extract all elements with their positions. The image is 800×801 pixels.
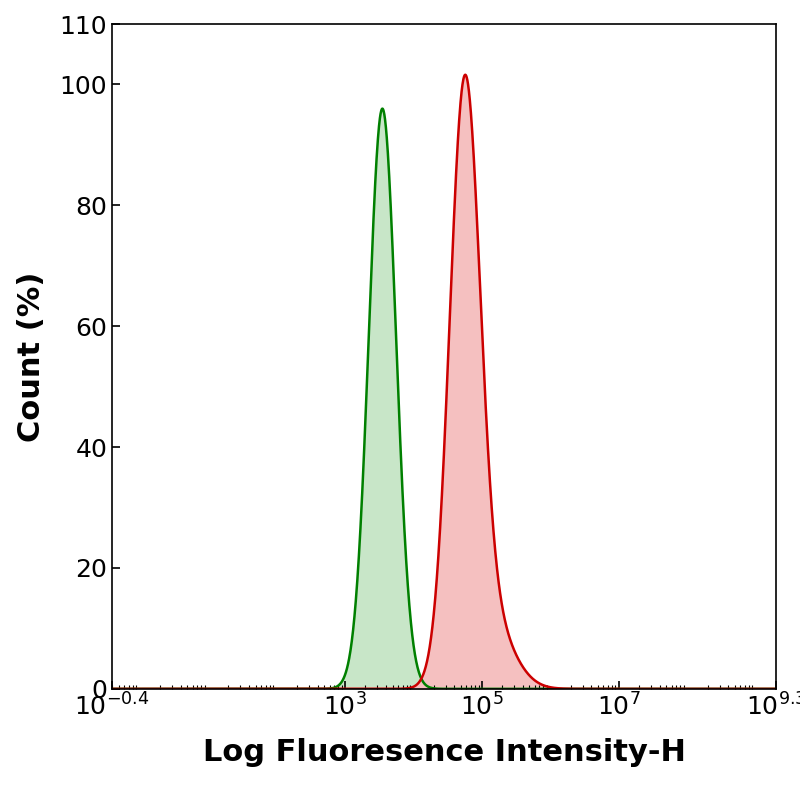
X-axis label: Log Fluoresence Intensity-H: Log Fluoresence Intensity-H: [202, 738, 686, 767]
Y-axis label: Count (%): Count (%): [17, 272, 46, 441]
